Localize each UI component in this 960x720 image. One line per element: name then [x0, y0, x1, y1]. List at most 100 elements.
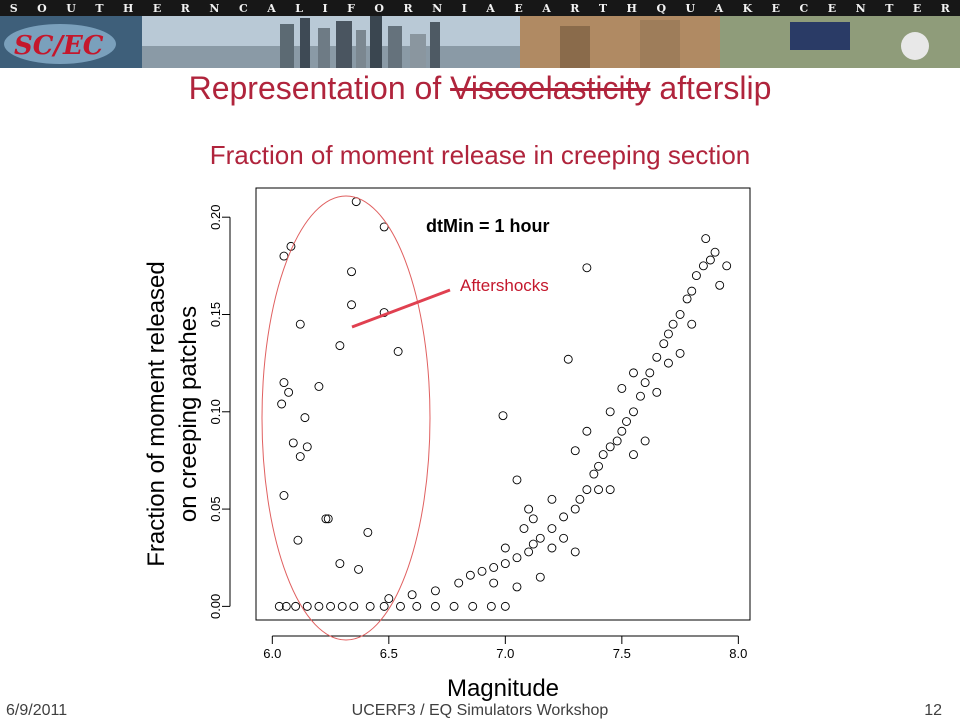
data-point	[524, 504, 534, 514]
data-point	[659, 339, 669, 349]
banner-letter: N	[855, 1, 866, 15]
zero-band-point	[396, 601, 405, 611]
banner-letter: C	[238, 1, 248, 15]
data-point	[500, 559, 510, 569]
data-point	[559, 533, 569, 543]
data-point	[617, 426, 627, 436]
data-point	[489, 563, 499, 572]
banner-letter: R	[570, 1, 580, 15]
data-point	[563, 354, 573, 364]
aftershock-point	[293, 535, 303, 545]
aftershock-point	[295, 452, 305, 461]
zero-band-point	[379, 601, 389, 611]
aftershock-point	[335, 559, 345, 569]
aftershock-point	[335, 341, 345, 351]
zero-band-point	[314, 601, 324, 611]
data-point	[570, 504, 580, 514]
data-point	[663, 329, 673, 339]
aftershock-point	[279, 378, 289, 388]
banner-letter: R	[940, 1, 950, 15]
zero-band-point	[412, 601, 422, 611]
aftershock-point	[323, 514, 333, 524]
banner-letter: K	[742, 1, 753, 15]
banner-letter: A	[542, 1, 551, 15]
banner-letter: A	[714, 1, 724, 15]
zero-band-point	[349, 601, 359, 611]
x-tick-label: 7.0	[496, 646, 514, 661]
banner-letter: N	[209, 1, 220, 15]
aftershock-point	[393, 347, 403, 356]
banner-letter: U	[685, 1, 696, 15]
zero-band-point	[302, 601, 312, 611]
zero-band-point	[326, 601, 336, 611]
banner-letter: I	[322, 1, 328, 15]
data-point	[675, 310, 685, 319]
data-point	[722, 261, 732, 271]
x-tick-label: 6.0	[263, 646, 281, 661]
banner-photo-collage	[0, 16, 960, 68]
data-point	[668, 319, 678, 329]
banner-letter: C	[799, 1, 809, 15]
banner-letter: T	[885, 1, 894, 15]
footer-event: UCERF3 / EQ Simulators Workshop	[351, 702, 609, 719]
data-point	[594, 461, 603, 471]
data-point	[705, 255, 715, 265]
slide-title: Representation of Viscoelasticity afters…	[188, 70, 772, 106]
data-point	[570, 547, 580, 557]
y-axis: 0.00 0.05 0.10 0.15 0.20	[208, 205, 231, 619]
data-point	[594, 485, 603, 495]
banner-letter: T	[598, 1, 608, 15]
zero-band-point	[274, 601, 284, 611]
data-point	[698, 261, 708, 271]
zero-band-point	[281, 601, 291, 611]
aftershock-annotation-line	[351, 288, 451, 329]
aftershock-point	[363, 527, 373, 537]
data-point	[384, 594, 394, 604]
data-point	[640, 436, 650, 446]
svg-text:SC/EC: SC/EC	[14, 31, 104, 61]
data-point	[675, 348, 685, 358]
data-point	[598, 450, 608, 460]
zero-band-point	[365, 601, 375, 611]
data-point	[617, 383, 627, 393]
data-point	[640, 378, 650, 388]
data-point	[691, 271, 701, 281]
plot-frame	[255, 187, 751, 621]
x-axis: 6.0 6.5 7.0 7.5 8.0	[263, 635, 747, 661]
data-point	[430, 586, 440, 596]
data-point	[512, 553, 522, 563]
banner-letter: E	[771, 1, 781, 15]
y-tick-label: 0.10	[208, 399, 223, 424]
banner-letter: A	[267, 1, 276, 15]
x-tick-label: 8.0	[729, 646, 747, 661]
data-point	[465, 570, 475, 580]
header-banner: S O U T H E R N C A L I F O R N I A E A R T H Q U A K E C E N T E R SC/EC	[0, 0, 960, 68]
banner-letter: R	[180, 1, 190, 15]
aftershock-point	[277, 399, 287, 409]
data-point	[547, 524, 557, 533]
data-point	[547, 494, 557, 504]
banner-letter: U	[66, 1, 76, 15]
aftershock-point	[279, 251, 289, 261]
banner-letter: S	[9, 1, 18, 15]
slide-subtitle: Fraction of moment release in creeping s…	[209, 140, 751, 170]
data-point	[547, 543, 557, 553]
y-axis-label-line1: Fraction of moment released	[143, 261, 170, 566]
data-point	[582, 263, 592, 273]
zero-band-point	[468, 601, 478, 611]
data-point	[612, 436, 622, 446]
y-tick-label: 0.05	[208, 496, 223, 521]
data-point	[605, 442, 615, 452]
zero-band-point	[486, 601, 496, 611]
scatter-chart: 0.00 0.05 0.10 0.15 0.20 6.0 6.5 7.0 7.5 8.0 Aft…	[143, 187, 751, 702]
data-point	[570, 446, 580, 456]
banner-letter: R	[403, 1, 413, 15]
banner-letter: E	[912, 1, 922, 15]
data-point	[663, 358, 673, 368]
y-tick-label: 0.15	[208, 302, 223, 327]
aftershock-point	[354, 564, 363, 574]
data-point	[715, 280, 725, 290]
aftershock-point	[295, 319, 305, 329]
data-point	[622, 417, 631, 426]
struck-title-word: Viscoelasticity	[450, 70, 651, 106]
